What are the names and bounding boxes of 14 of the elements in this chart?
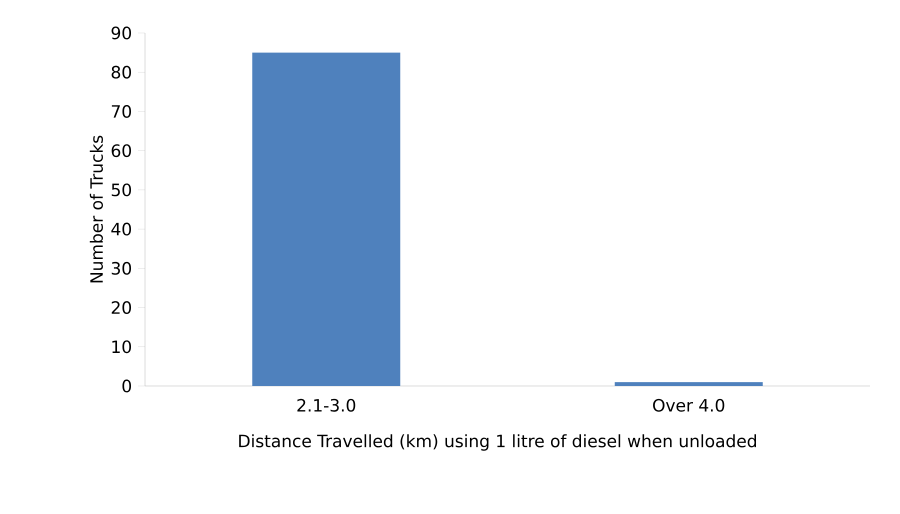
y-tick-label: 60 [112, 144, 132, 158]
x-axis-title: Distance Travelled (km) using 1 litre of diesel when unloaded [239, 434, 756, 451]
x-tick-label: 2.1-3.0 [297, 398, 356, 412]
y-tick-label: 20 [112, 301, 132, 314]
y-tick-label: 50 [112, 183, 132, 196]
y-tick-label: 40 [111, 222, 132, 236]
y-tick-label: 70 [112, 105, 132, 118]
y-tick-label: 30 [112, 262, 132, 275]
y-tick-label: 80 [112, 66, 132, 79]
y-tick-label: 0 [122, 380, 132, 392]
y-tick-label: 90 [112, 26, 132, 40]
y-axis-title: Number of Trucks [90, 136, 103, 282]
x-tick-label: Over 4.0 [653, 398, 724, 412]
y-tick-label: 10 [112, 340, 132, 354]
